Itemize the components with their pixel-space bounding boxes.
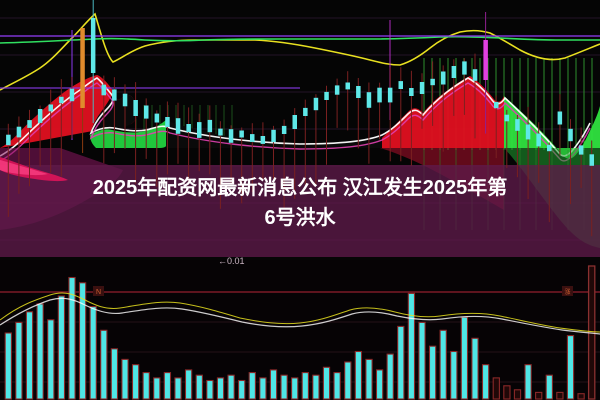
svg-text:N: N [96, 289, 101, 296]
svg-text:涨: 涨 [564, 288, 570, 296]
svg-text:←0.01: ←0.01 [218, 256, 245, 266]
